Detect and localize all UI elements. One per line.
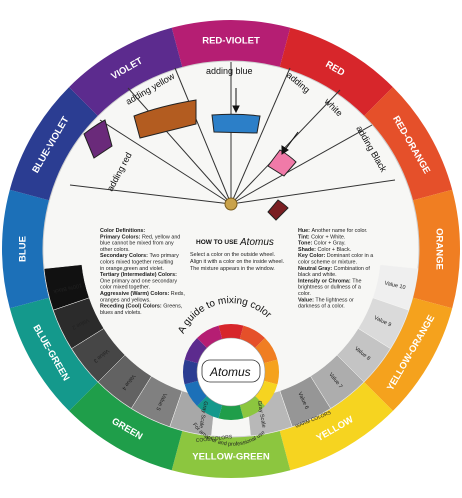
ring-label-orange: ORANGE — [433, 228, 444, 270]
label-adding-blue: adding blue — [206, 66, 253, 76]
ring-segment-violet[interactable] — [69, 27, 183, 117]
definition-item: Tertiary (Intermediate) Colors: One prim… — [100, 272, 179, 291]
definition-item: Tint: Color + White. — [298, 234, 345, 240]
definition-item: Hue: Another name for color. — [298, 228, 368, 234]
brand-logo: Atomus — [209, 365, 251, 379]
ring-segment-blue-green[interactable] — [9, 297, 99, 411]
gray-label-right: Value 10 — [384, 280, 406, 291]
gray-label-right: Gray Scale — [256, 400, 267, 428]
instruction-3: The mixture appears in the window. — [190, 266, 275, 272]
inner-wheel-segment[interactable] — [239, 396, 265, 419]
brand-logo-small: Atomus — [239, 237, 274, 248]
ring-segment-green[interactable] — [69, 381, 183, 471]
inner-wheel-segment[interactable] — [255, 338, 278, 364]
definitions-right: Hue: Another name for color. Tint: Color… — [298, 228, 375, 310]
window-yellow — [133, 99, 197, 139]
gray-swatch — [52, 297, 105, 349]
ring-segment-yellow-orange[interactable] — [363, 297, 453, 411]
definition-item: Receding (Cool) Colors: Greens, blues an… — [100, 304, 184, 316]
gray-scale-left — [43, 264, 216, 437]
window-white — [267, 149, 297, 177]
ring-label-blue: BLUE — [18, 236, 29, 262]
arrows — [232, 88, 299, 155]
definition-item: Aggressive (Warm) Colors: Reds, oranges … — [100, 291, 186, 303]
definition-item: Color Definitions: — [100, 228, 145, 234]
window-red — [83, 119, 113, 159]
center-pin[interactable] — [224, 197, 238, 211]
ring-label-yellow-green: YELLOW-GREEN — [192, 452, 270, 463]
inner-wheel-segment[interactable] — [184, 380, 207, 406]
ring-label-red-violet: RED-VIOLET — [202, 36, 260, 47]
inner-wheel-segment[interactable] — [218, 323, 244, 340]
gray-swatch — [71, 328, 126, 383]
inner-wheel-segment[interactable] — [197, 325, 223, 348]
gray-scale-right — [246, 264, 419, 437]
outer-wheel-face — [42, 60, 420, 438]
ring-segment-yellow-green[interactable] — [171, 430, 291, 478]
definition-item: Tone: Color + Gray. — [298, 241, 346, 247]
inner-wheel-segment[interactable] — [239, 325, 265, 348]
definition-item: Value: The lightness or darkness of a co… — [298, 297, 355, 309]
definition-item: Key Color: Dominant color in a color sch… — [298, 253, 375, 265]
definitions-left: Color Definitions: Primary Colors: Red, … — [100, 228, 186, 316]
definition-item: Intensity or Chroma: The brightness or d… — [298, 278, 363, 297]
inner-color-wheel[interactable] — [183, 323, 279, 420]
how-to-use-title: HOW TO USE — [196, 239, 238, 246]
definition-item: Primary Colors: Red, yellow and blue can… — [100, 234, 182, 253]
instruction-1: Select a color on the outside wheel. — [190, 252, 275, 258]
definition-item: Shade: Color + Black. — [298, 247, 351, 253]
ring-segment-red-orange[interactable] — [363, 87, 453, 201]
ring-segment-red-violet[interactable] — [171, 19, 291, 68]
gray-label-left: Gray Scale — [197, 401, 208, 429]
inner-wheel-segment[interactable] — [197, 396, 223, 419]
ring-segment-blue[interactable] — [1, 189, 50, 309]
definition-item: Secondary Colors: Two primary colors mix… — [100, 253, 180, 272]
ring-segment-red[interactable] — [279, 27, 393, 117]
ring-segment-orange[interactable] — [412, 189, 461, 309]
ring-segment-yellow[interactable] — [279, 381, 393, 471]
cool-colors-label: COOL COLORS — [196, 434, 234, 444]
ring-segment-blue-violet[interactable] — [9, 87, 99, 201]
inner-wheel-segment[interactable] — [263, 359, 279, 385]
brand-logo-box — [201, 359, 261, 383]
inner-wheel-segment[interactable] — [218, 404, 244, 420]
outer-color-ring[interactable]: RED-VIOLETREDRED-ORANGEORANGEYELLOW-ORAN… — [1, 19, 461, 478]
inner-wheel-segment[interactable] — [184, 338, 207, 364]
definition-item: Neutral Gray: Combination of black and w… — [298, 266, 371, 278]
window-blue — [211, 113, 261, 134]
gray-swatch — [97, 354, 152, 409]
gray-swatch — [131, 375, 183, 428]
top-spokes — [69, 62, 396, 205]
inner-wheel-segment[interactable] — [255, 380, 278, 406]
instruction-2: Align it with a color on the inside whee… — [190, 259, 284, 265]
inner-wheel-segment[interactable] — [183, 359, 199, 385]
window-black — [267, 199, 289, 221]
gray-swatch — [43, 264, 90, 311]
